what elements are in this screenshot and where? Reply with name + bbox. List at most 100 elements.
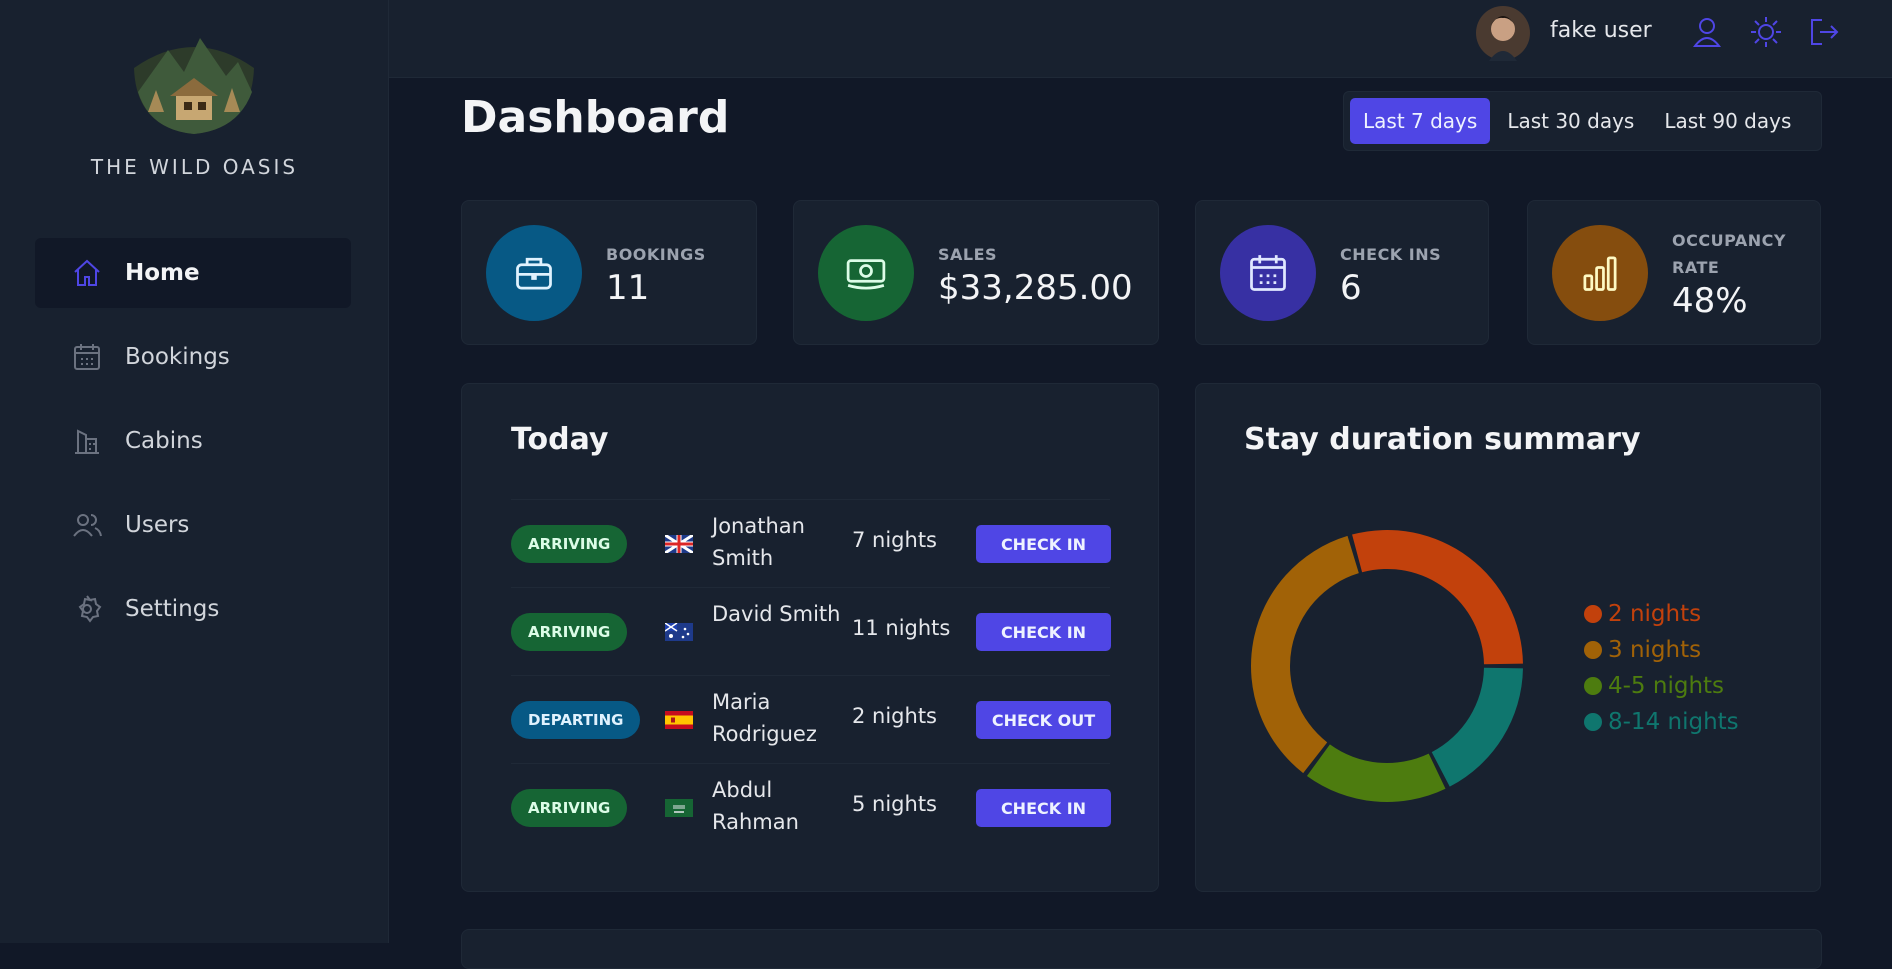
action-button[interactable]: CHECK IN [976, 613, 1111, 651]
legend-swatch [1584, 677, 1602, 695]
logout-icon[interactable] [1808, 16, 1840, 48]
guest-name: Maria Rodriguez [712, 690, 817, 746]
donut-chart [1251, 530, 1523, 802]
stat-label: CHECK INS [1340, 245, 1442, 264]
legend-swatch [1584, 713, 1602, 731]
guest-name: Abdul Rahman [712, 778, 799, 834]
legend-label: 4-5 nights [1608, 673, 1725, 699]
stat-card: BOOKINGS 11 [461, 200, 757, 345]
flag [665, 711, 693, 729]
filter-button[interactable]: Last 30 days [1507, 109, 1635, 133]
nav-label: Bookings [125, 344, 230, 370]
logo-text: THE WILD OASIS [90, 155, 299, 179]
stat-icon-glyph [1250, 255, 1286, 291]
chart-title: Stay duration summary [1244, 422, 1641, 457]
filter-button[interactable]: Last 7 days [1350, 98, 1491, 144]
legend-label: 8-14 nights [1608, 709, 1739, 735]
stat-value: 6 [1340, 268, 1362, 308]
stay-nights: 11 nights [852, 616, 951, 640]
nav-label: Cabins [125, 428, 203, 454]
user-name: fake user [1550, 18, 1652, 43]
account-icon[interactable] [1692, 16, 1722, 48]
nav-item[interactable]: Users [35, 490, 351, 560]
sales-panel [461, 929, 1822, 969]
status-badge: ARRIVING [511, 525, 628, 563]
nav-icon [74, 344, 100, 370]
stat-text: CHECK INS 6 [1340, 241, 1474, 308]
stat-icon [1220, 225, 1316, 321]
logo [134, 38, 254, 134]
stat-text: SALES $33,285.00 [938, 241, 1144, 308]
nav-icon [74, 259, 100, 286]
stat-text: BOOKINGS 11 [606, 241, 742, 308]
activity-row: ARRIVING Abdul Rahman 5 nights CHECK IN [511, 763, 1111, 851]
legend-label: 3 nights [1608, 637, 1702, 663]
status-badge: DEPARTING [511, 701, 641, 739]
stat-value: 11 [606, 268, 650, 308]
stat-icon [1552, 225, 1648, 321]
page-title: Dashboard [461, 92, 730, 143]
legend-label: 2 nights [1608, 601, 1702, 627]
avatar[interactable] [1475, 5, 1531, 61]
legend: 2 nights 3 nights 4-5 nights 8-14 nights [1584, 596, 1739, 740]
stat-value: 48% [1672, 281, 1748, 321]
sidebar: THE WILD OASIS Home Bookings Cabins Users Se… [0, 0, 389, 943]
activity-row: DEPARTING Maria Rodriguez 2 nights CHECK OU… [511, 675, 1111, 763]
theme-icon[interactable] [1750, 16, 1782, 48]
stat-icon-glyph [846, 259, 886, 290]
stat-card: CHECK INS 6 [1195, 200, 1489, 345]
action-button[interactable]: CHECK IN [976, 789, 1111, 827]
panel-title: Today [511, 422, 609, 457]
guest-name: David Smith [712, 602, 841, 626]
pie-slice [1251, 535, 1359, 774]
status-badge: ARRIVING [511, 789, 628, 827]
nav-icon [78, 595, 102, 623]
nav-label: Settings [125, 596, 220, 622]
filter-button[interactable]: Last 90 days [1664, 109, 1792, 133]
guest-name: Jonathan Smith [712, 514, 805, 570]
legend-item: 2 nights [1584, 596, 1739, 632]
action-button[interactable]: CHECK OUT [976, 701, 1111, 739]
flag [665, 535, 693, 553]
stat-icon [486, 225, 582, 321]
flag [665, 799, 693, 817]
stat-label: OCCUPANCY RATE [1672, 231, 1786, 277]
pie-slice [1306, 744, 1446, 802]
stat-label: SALES [938, 245, 998, 264]
legend-item: 8-14 nights [1584, 704, 1739, 740]
legend-item: 3 nights [1584, 632, 1739, 668]
stat-icon-glyph [1583, 256, 1617, 291]
stat-card: SALES $33,285.00 [793, 200, 1159, 345]
stay-nights: 7 nights [852, 528, 937, 552]
activity-row: ARRIVING Jonathan Smith 7 nights CHECK IN [511, 499, 1111, 587]
pie-slice [1431, 667, 1523, 787]
stat-text: OCCUPANCY RATE 48% [1672, 227, 1806, 321]
flag [665, 623, 693, 641]
legend-swatch [1584, 605, 1602, 623]
nav-item[interactable]: Home [35, 238, 351, 308]
stay-nights: 2 nights [852, 704, 937, 728]
pie-slice [1352, 530, 1523, 665]
activity-row: ARRIVING David Smith 11 nights CHECK IN [511, 587, 1111, 675]
today-panel: Today ARRIVING Jonathan Smith 7 nights CHEC… [461, 383, 1159, 892]
legend-swatch [1584, 641, 1602, 659]
stat-label: BOOKINGS [606, 245, 706, 264]
header: fake user [389, 0, 1892, 78]
nav-item[interactable]: Settings [35, 574, 351, 644]
status-badge: ARRIVING [511, 613, 628, 651]
legend-item: 4-5 nights [1584, 668, 1739, 704]
nav-label: Users [125, 512, 190, 538]
nav-label: Home [125, 260, 200, 286]
stat-value: $33,285.00 [938, 268, 1133, 308]
filter-group: Last 7 days Last 30 days Last 90 days [1343, 91, 1822, 151]
stat-icon [818, 225, 914, 321]
nav-item[interactable]: Cabins [35, 406, 351, 476]
stay-nights: 5 nights [852, 792, 937, 816]
action-button[interactable]: CHECK IN [976, 525, 1111, 563]
stat-card: OCCUPANCY RATE 48% [1527, 200, 1821, 345]
nav-item[interactable]: Bookings [35, 322, 351, 392]
duration-panel: Stay duration summary 2 nights 3 nights 4-… [1195, 383, 1821, 892]
nav-icon [75, 429, 99, 454]
stat-icon-glyph [516, 257, 552, 290]
